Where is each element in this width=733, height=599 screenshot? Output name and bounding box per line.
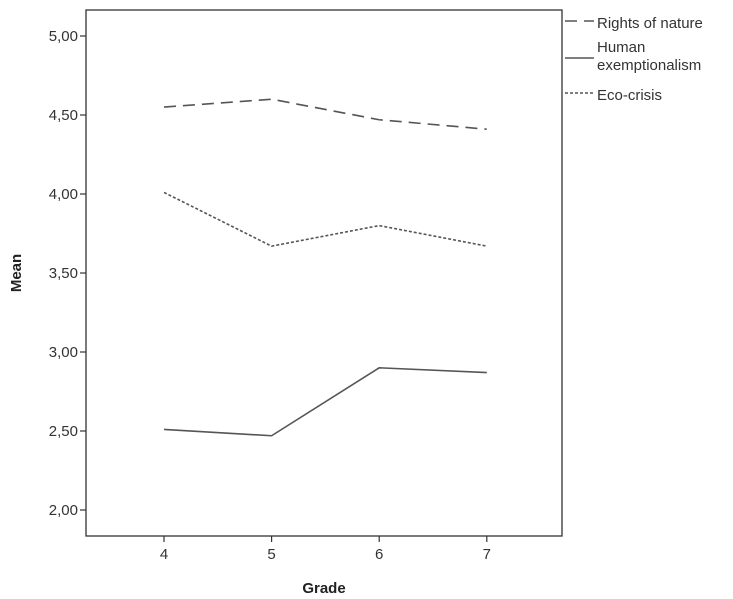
y-tick-label: 5,00 (49, 28, 78, 45)
series-line-0 (163, 98, 487, 131)
y-tick-label: 2,50 (49, 423, 78, 440)
y-tick-label: 4,00 (49, 186, 78, 203)
x-tick-label: 7 (483, 546, 491, 563)
x-tick-label: 6 (375, 546, 383, 563)
y-tick-label: 4,50 (49, 107, 78, 124)
y-axis-title: Mean (8, 254, 25, 292)
legend-label: Rights of nature (597, 15, 703, 32)
legend-label: exemptionalism (597, 57, 701, 74)
plot-frame (85, 9, 563, 537)
y-axis: 2,00 2,50 3,00 3,50 4,00 4,50 5,00 (49, 28, 86, 519)
series-line-1 (163, 366, 487, 437)
y-tick-label: 3,00 (49, 344, 78, 361)
series-line-2 (163, 191, 487, 247)
y-tick-label: 2,00 (49, 502, 78, 519)
legend-label: Eco-crisis (597, 87, 662, 104)
series-lines (163, 98, 487, 437)
legend-label: Human (597, 39, 645, 56)
x-tick-label: 5 (267, 546, 275, 563)
x-axis-title: Grade (302, 580, 345, 597)
x-tick-label: 4 (160, 546, 168, 563)
x-axis: 4 5 6 7 (160, 536, 491, 563)
y-tick-label: 3,50 (49, 265, 78, 282)
